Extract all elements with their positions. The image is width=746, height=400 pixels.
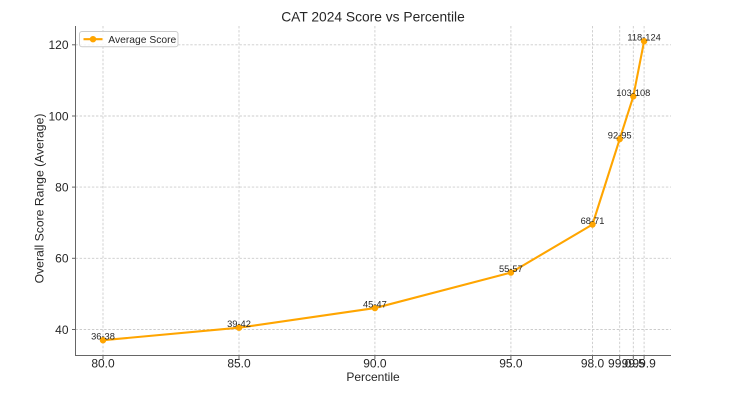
svg-text:99.9: 99.9 [632, 357, 656, 371]
svg-text:36-38: 36-38 [91, 332, 115, 342]
svg-text:45-47: 45-47 [363, 300, 387, 310]
svg-text:98.0: 98.0 [581, 357, 605, 371]
svg-text:92-95: 92-95 [608, 131, 632, 141]
svg-text:Overall Score Range (Average): Overall Score Range (Average) [32, 114, 46, 284]
svg-text:99.0: 99.0 [608, 357, 632, 371]
svg-text:103-108: 103-108 [616, 88, 650, 98]
svg-text:120: 120 [48, 38, 68, 52]
svg-text:80.0: 80.0 [91, 357, 115, 371]
svg-text:40: 40 [55, 323, 69, 337]
svg-text:Average Score: Average Score [108, 35, 176, 46]
svg-text:118-124: 118-124 [627, 33, 660, 43]
svg-text:68-71: 68-71 [581, 216, 605, 226]
svg-text:CAT 2024 Score vs Percentile: CAT 2024 Score vs Percentile [281, 10, 465, 25]
svg-text:55-57: 55-57 [499, 264, 523, 274]
svg-text:60: 60 [55, 252, 69, 266]
svg-text:95.0: 95.0 [499, 357, 523, 371]
svg-text:100: 100 [48, 109, 68, 123]
svg-text:Percentile: Percentile [346, 370, 400, 384]
svg-text:85.0: 85.0 [227, 357, 251, 371]
svg-text:39-42: 39-42 [227, 319, 251, 329]
svg-text:80: 80 [55, 180, 69, 194]
svg-text:90.0: 90.0 [363, 357, 387, 371]
svg-text:99.5: 99.5 [622, 357, 646, 371]
